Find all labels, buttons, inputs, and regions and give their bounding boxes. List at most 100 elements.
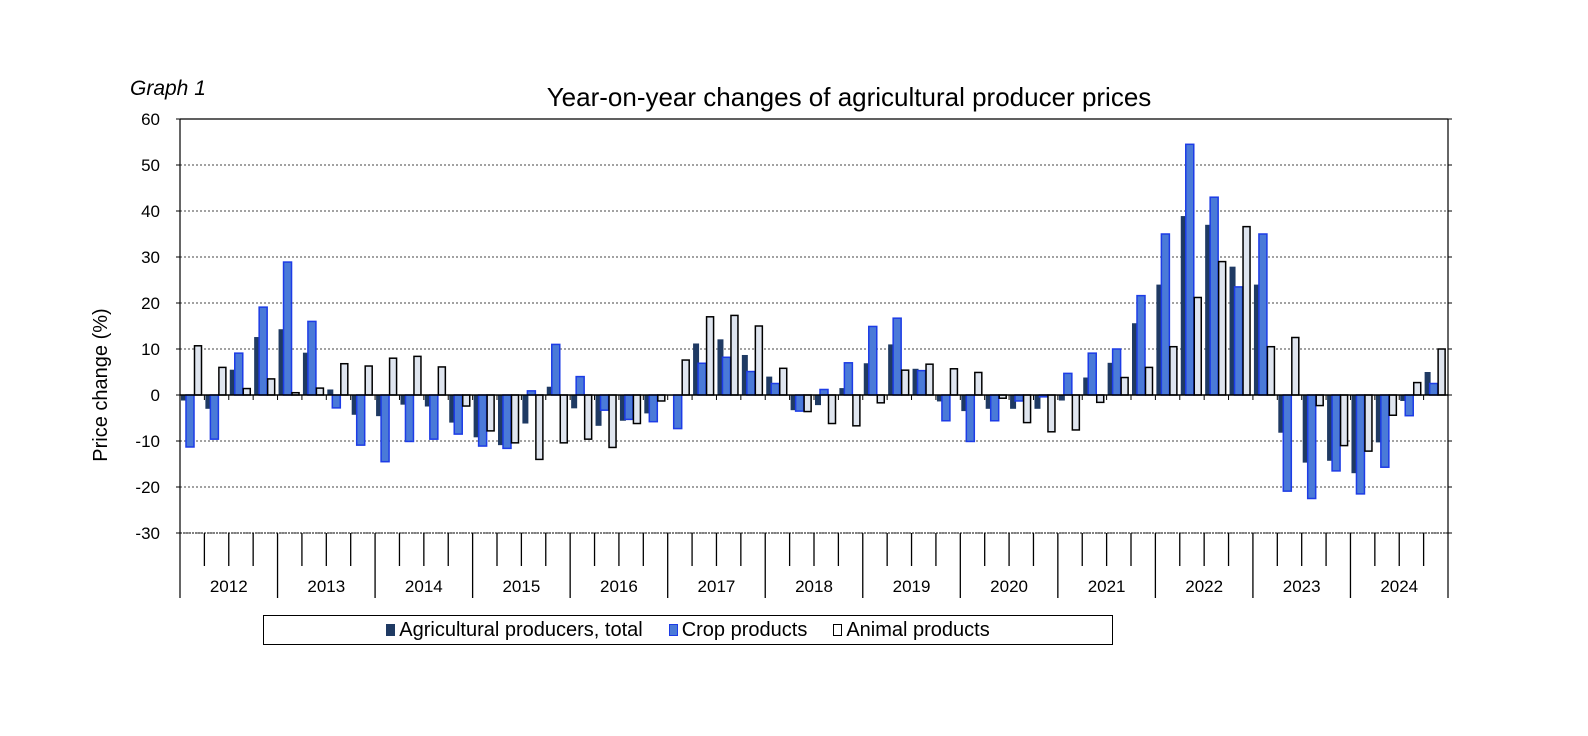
bar-total: [400, 395, 407, 405]
bar-animal: [242, 387, 252, 396]
bar-total: [449, 395, 456, 423]
bar-animal: [949, 368, 959, 396]
y-tick-label: -30: [135, 524, 160, 543]
bar-total: [278, 329, 285, 395]
bar-total: [619, 395, 626, 421]
bar-animal: [1217, 260, 1227, 396]
bar-total: [717, 339, 724, 395]
bar-crop: [916, 369, 927, 396]
x-tick-label-2017: 2017: [698, 577, 736, 596]
bar-total: [644, 395, 651, 414]
bar-total: [522, 395, 529, 424]
bar-crop: [429, 394, 439, 440]
bar-crop: [989, 394, 1000, 422]
bar-crop: [551, 343, 561, 396]
x-tick-label-2016: 2016: [600, 577, 638, 596]
bar-crop: [1428, 382, 1439, 396]
bar-total: [985, 395, 992, 409]
bar-animal: [388, 357, 398, 396]
bar-total: [376, 395, 383, 417]
bar-crop: [721, 356, 732, 396]
bar-total: [790, 395, 797, 411]
bar-crop: [1331, 394, 1341, 472]
legend-label-crop: Crop products: [681, 618, 808, 641]
bar-total: [1180, 216, 1187, 395]
bar-animal: [876, 394, 886, 404]
bar-total: [1253, 284, 1260, 395]
bar-total: [1400, 395, 1407, 401]
bar-total: [229, 369, 236, 395]
bar-total: [302, 352, 309, 395]
bar-animal: [266, 378, 276, 396]
bar-crop: [1160, 233, 1171, 396]
bar-animal: [803, 394, 812, 413]
y-tick-label: 0: [151, 386, 160, 405]
bar-animal: [608, 394, 617, 449]
bar-total: [254, 337, 261, 395]
x-tick-label-2024: 2024: [1380, 577, 1418, 596]
bar-total: [839, 388, 846, 395]
bar-crop: [1258, 233, 1268, 396]
bar-total: [327, 389, 334, 395]
legend-label-total: Agricultural producers, total: [399, 618, 643, 641]
bar-crop: [282, 261, 293, 396]
bar-animal: [681, 359, 690, 396]
bar-crop: [453, 394, 463, 435]
bar-total: [863, 363, 870, 395]
bar-animal: [364, 365, 373, 396]
legend: Agricultural producers, total Crop produ…: [263, 615, 1113, 645]
bar-animal: [1095, 394, 1105, 404]
bar-total: [1424, 372, 1431, 395]
bar-total: [1327, 395, 1334, 461]
y-tick-label: 50: [141, 156, 160, 175]
bar-total: [1229, 266, 1236, 395]
bar-total: [888, 344, 895, 395]
bar-crop: [868, 325, 878, 396]
bar-crop: [843, 362, 854, 396]
bar-crop: [258, 306, 268, 396]
bar-total: [351, 395, 358, 415]
bar-animal: [218, 366, 227, 396]
bar-animal: [559, 394, 569, 444]
bar-animal: [1120, 376, 1129, 396]
bar-animal: [1388, 394, 1398, 416]
bar-animal: [754, 325, 764, 396]
legend-item-animal: Animal products: [833, 619, 990, 642]
bar-total: [498, 395, 504, 446]
bar-animal: [315, 387, 325, 396]
bar-total: [936, 395, 943, 402]
bar-crop: [331, 394, 342, 409]
bar-crop: [746, 370, 756, 396]
bar-total: [595, 395, 602, 426]
x-tick-label-2021: 2021: [1088, 577, 1126, 596]
bar-crop: [209, 394, 220, 440]
bar-crop: [380, 394, 390, 463]
bar-crop: [234, 352, 244, 396]
bar-total: [815, 395, 821, 406]
bar-total: [1132, 323, 1138, 395]
bar-total: [1375, 395, 1382, 443]
y-tick-label: 60: [141, 110, 160, 129]
bar-total: [1083, 377, 1090, 395]
bar-animal: [437, 366, 447, 396]
bar-animal: [461, 394, 471, 407]
graph-label: Graph 1: [130, 77, 206, 100]
x-tick-label-2023: 2023: [1283, 577, 1321, 596]
bar-animal: [1412, 381, 1422, 396]
bar-total: [1205, 224, 1212, 395]
bar-crop: [1209, 196, 1219, 396]
bar-total: [1107, 362, 1114, 395]
bar-crop: [355, 394, 366, 446]
bar-animal: [413, 355, 422, 396]
bar-crop: [1404, 394, 1414, 417]
y-tick-label: 20: [141, 294, 160, 313]
bar-total: [546, 386, 553, 395]
bar-total: [181, 395, 187, 401]
bar-animal: [486, 394, 495, 432]
bar-crop: [794, 394, 805, 412]
bar-crop: [624, 394, 634, 421]
legend-swatch-crop: [668, 624, 678, 636]
legend-item-crop: Crop products: [668, 618, 808, 642]
bar-animal: [730, 314, 739, 396]
x-tick-label-2020: 2020: [990, 577, 1028, 596]
